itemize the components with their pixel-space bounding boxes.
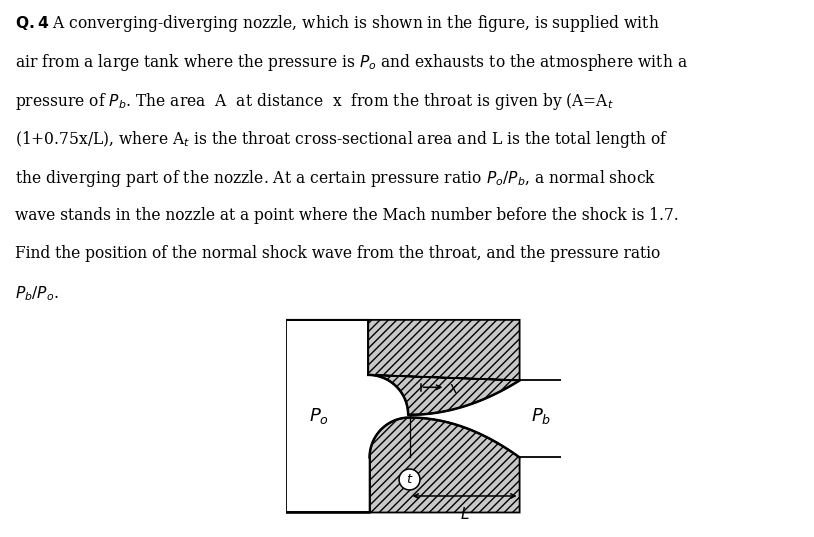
Text: $L$: $L$ — [460, 506, 470, 523]
Text: (1+0.75x/L), where A$_t$ is the throat cross-sectional area and L is the total l: (1+0.75x/L), where A$_t$ is the throat c… — [15, 129, 668, 150]
Circle shape — [399, 469, 420, 490]
Text: $P_o$: $P_o$ — [309, 406, 329, 426]
Text: Find the position of the normal shock wave from the throat, and the pressure rat: Find the position of the normal shock wa… — [15, 245, 660, 263]
Text: air from a large tank where the pressure is $P_o$ and exhausts to the atmosphere: air from a large tank where the pressure… — [15, 52, 687, 73]
Text: pressure of $P_b$. The area  A  at distance  x  from the throat is given by (A=A: pressure of $P_b$. The area A at distanc… — [15, 91, 614, 112]
Text: the diverging part of the nozzle. At a certain pressure ratio $P_o/P_b$, a norma: the diverging part of the nozzle. At a c… — [15, 168, 656, 189]
Text: $P_b/P_o$.: $P_b/P_o$. — [15, 284, 59, 303]
Text: $t$: $t$ — [405, 473, 414, 486]
Text: $x$: $x$ — [448, 382, 460, 396]
Text: $\bf{Q.4}$ A converging-diverging nozzle, which is shown in the figure, is suppl: $\bf{Q.4}$ A converging-diverging nozzle… — [15, 13, 659, 34]
Polygon shape — [286, 320, 519, 415]
Text: $P_b$: $P_b$ — [532, 406, 552, 426]
Polygon shape — [286, 418, 519, 512]
Text: wave stands in the nozzle at a point where the Mach number before the shock is 1: wave stands in the nozzle at a point whe… — [15, 207, 678, 224]
